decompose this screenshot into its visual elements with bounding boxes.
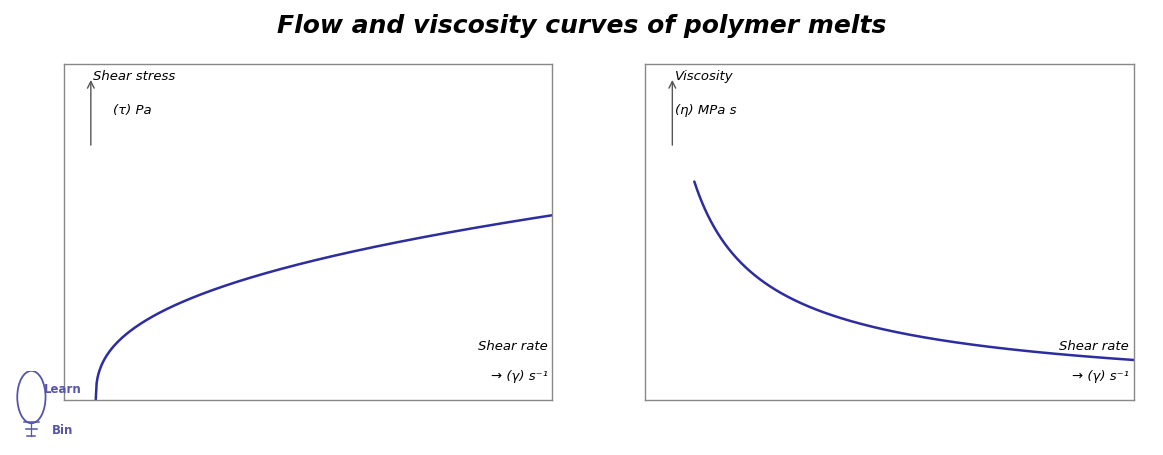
Text: Shear rate: Shear rate xyxy=(478,340,548,353)
Text: → (γ) s⁻¹: → (γ) s⁻¹ xyxy=(491,370,548,383)
Text: Shear rate: Shear rate xyxy=(1059,340,1129,353)
Text: (τ) Pa: (τ) Pa xyxy=(113,104,151,117)
Text: Shear stress: Shear stress xyxy=(93,71,176,83)
Text: → (γ) s⁻¹: → (γ) s⁻¹ xyxy=(1072,370,1129,383)
Text: Learn: Learn xyxy=(44,383,81,396)
Text: Flow and viscosity curves of polymer melts: Flow and viscosity curves of polymer mel… xyxy=(277,14,886,38)
Text: Viscosity: Viscosity xyxy=(675,71,734,83)
Text: (η) MPa s: (η) MPa s xyxy=(675,104,736,117)
Text: Bin: Bin xyxy=(52,424,73,437)
